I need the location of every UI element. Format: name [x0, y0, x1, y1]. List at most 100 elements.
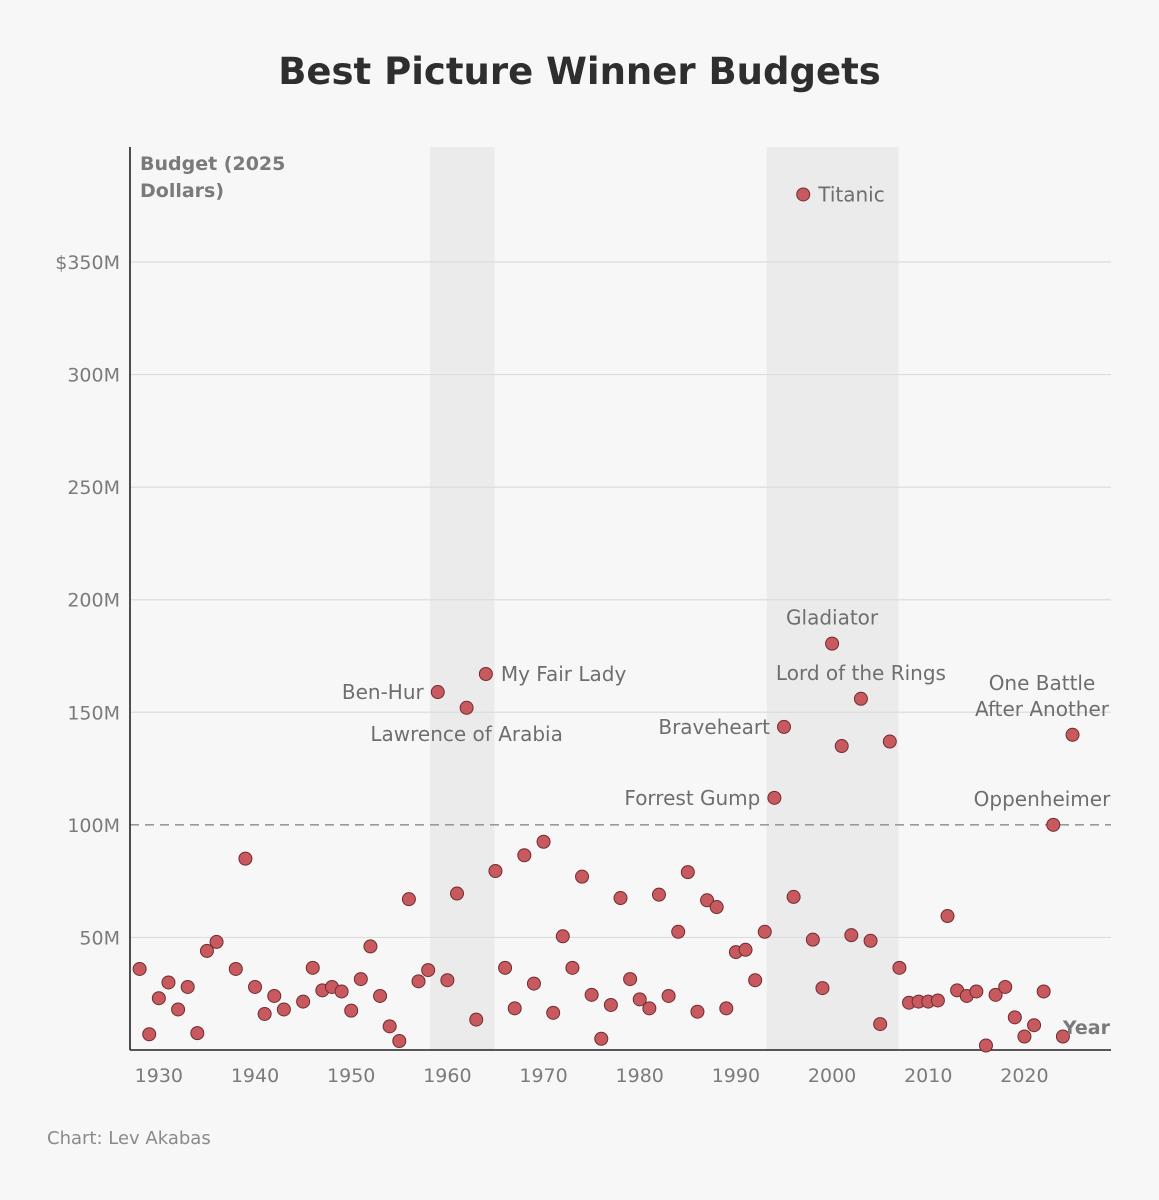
data-point	[805, 932, 820, 947]
x-axis-title: Year	[1062, 1017, 1111, 1039]
annotation-label: Forrest Gump	[624, 786, 760, 810]
data-point	[305, 960, 320, 975]
annotation-label: Lord of the Rings	[776, 661, 946, 685]
data-point	[940, 909, 955, 924]
data-point	[1046, 817, 1061, 832]
annotation-label: One Battle After Another	[975, 671, 1110, 721]
x-tick-label: 1970	[519, 1065, 567, 1087]
data-point	[392, 1033, 407, 1048]
data-point	[825, 636, 840, 651]
data-point	[844, 928, 859, 943]
data-point	[546, 1005, 561, 1020]
data-point	[267, 988, 282, 1003]
data-point	[988, 987, 1003, 1002]
annotation-line: Lord of the Rings	[776, 661, 946, 685]
data-point	[1055, 1029, 1070, 1044]
data-point	[421, 963, 436, 978]
data-point	[142, 1027, 157, 1042]
x-tick-label: 1990	[712, 1065, 760, 1087]
data-point	[171, 1002, 186, 1017]
data-point	[613, 891, 628, 906]
y-tick-label: 300M	[67, 365, 120, 387]
data-point	[796, 187, 811, 202]
data-point	[1065, 727, 1080, 742]
data-point	[488, 864, 503, 879]
data-point	[536, 834, 551, 849]
x-tick-label: 2020	[1000, 1065, 1048, 1087]
data-point	[517, 848, 532, 863]
data-point	[363, 939, 378, 954]
annotation-line: Lawrence of Arabia	[370, 722, 562, 746]
data-point	[873, 1017, 888, 1032]
data-point	[478, 667, 493, 682]
data-point	[248, 979, 263, 994]
data-point	[575, 869, 590, 884]
axes	[129, 147, 1111, 1051]
chart-credit: Chart: Lev Akabas	[47, 1128, 211, 1149]
data-point	[180, 979, 195, 994]
y-axis-title-line: Dollars)	[140, 180, 224, 202]
data-point	[190, 1026, 205, 1041]
shaded-era	[430, 147, 495, 1050]
data-point	[815, 981, 830, 996]
data-point	[555, 929, 570, 944]
data-point	[930, 993, 945, 1008]
annotation-label: Gladiator	[786, 606, 879, 630]
data-point	[353, 972, 368, 987]
data-point	[671, 924, 686, 939]
y-tick-label: 100M	[67, 815, 120, 837]
y-tick-label: $350M	[55, 252, 120, 274]
annotation-label: My Fair Lady	[501, 662, 627, 686]
data-point	[998, 979, 1013, 994]
x-tick-label: 1950	[327, 1065, 375, 1087]
data-point	[969, 984, 984, 999]
x-tick-label: 1980	[616, 1065, 664, 1087]
data-point	[430, 685, 445, 700]
gridlines	[130, 261, 1111, 939]
y-axis-title-line: Budget (2025	[140, 153, 285, 175]
data-point	[151, 991, 166, 1006]
data-point	[690, 1004, 705, 1019]
annotation-label: Oppenheimer	[974, 787, 1111, 811]
data-point	[132, 961, 147, 976]
data-points	[132, 187, 1080, 1053]
data-point	[450, 886, 464, 901]
data-point	[276, 1002, 291, 1017]
data-point	[700, 893, 715, 908]
y-axis-title: Budget (2025 Dollars)	[140, 153, 285, 202]
x-tick-label: 1930	[135, 1065, 183, 1087]
data-point	[719, 1001, 734, 1016]
y-tick-labels: 50M 100M 150M 200M 250M 300M $350M	[55, 252, 120, 949]
data-point	[498, 960, 513, 975]
axis-titles: Budget (2025 Dollars) Year	[140, 153, 1111, 1039]
data-point	[632, 992, 647, 1007]
annotation-label: Titanic	[817, 182, 884, 206]
data-point	[594, 1031, 609, 1046]
annotation-label: Ben-Hur	[342, 680, 425, 704]
data-point	[738, 942, 753, 957]
annotation-line: Ben-Hur	[342, 680, 425, 704]
data-point	[642, 1001, 657, 1016]
data-point	[757, 924, 772, 939]
data-point	[863, 933, 878, 948]
y-tick-label: 250M	[67, 477, 120, 499]
shaded-era	[766, 147, 899, 1050]
data-point	[344, 1003, 359, 1018]
data-point	[882, 734, 897, 749]
data-point	[161, 975, 176, 990]
data-point	[296, 994, 311, 1009]
data-point	[1027, 1018, 1042, 1033]
annotation-line: Forrest Gump	[624, 786, 760, 810]
data-point	[238, 851, 253, 866]
data-point	[834, 739, 849, 754]
data-point	[565, 960, 580, 975]
data-point	[469, 1012, 484, 1027]
data-point	[777, 719, 791, 734]
x-tick-label: 1940	[231, 1065, 279, 1087]
data-point	[978, 1038, 993, 1053]
annotations: Titanic Ben-Hur My Fair Lady Lawrence of Ar…	[342, 182, 1111, 810]
x-tick-label: 1960	[423, 1065, 471, 1087]
data-point	[373, 988, 388, 1003]
annotation-line: My Fair Lady	[501, 662, 627, 686]
